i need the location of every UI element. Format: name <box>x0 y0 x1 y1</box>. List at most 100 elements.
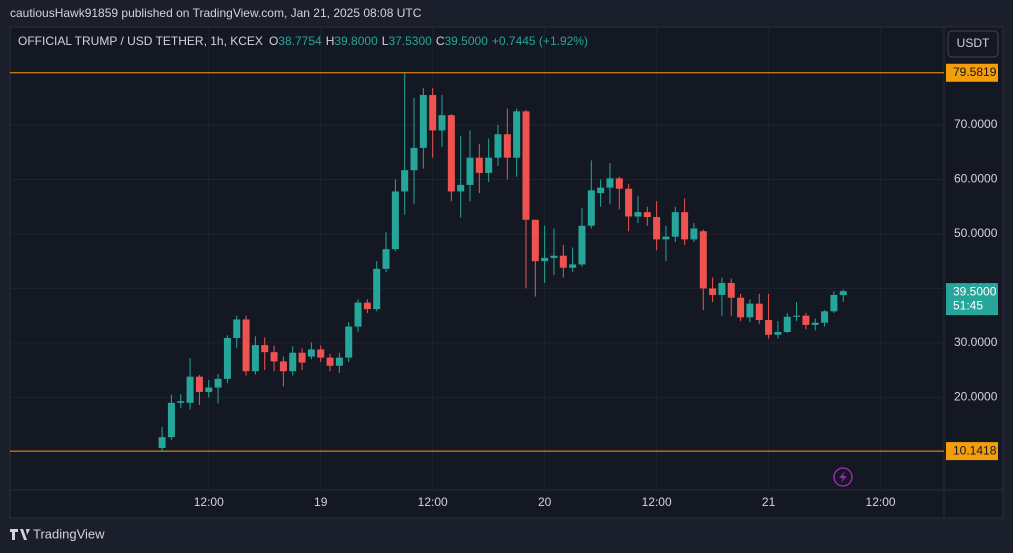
candle-body <box>251 345 259 372</box>
candle-body <box>634 212 642 217</box>
candle-body <box>681 212 689 240</box>
candle-body <box>429 95 437 131</box>
x-tick-label: 12:00 <box>642 495 672 509</box>
candle-body <box>830 294 838 312</box>
x-tick-label: 21 <box>762 495 776 509</box>
candle-body <box>223 337 231 379</box>
legend-key: O <box>269 34 278 48</box>
y-tick-label: 60.0000 <box>954 172 998 186</box>
candle-body <box>494 134 502 158</box>
candle-body <box>335 357 343 366</box>
legend: OFFICIAL TRUMP / USD TETHER, 1h, KCEX O38… <box>18 34 588 48</box>
currency-label[interactable]: USDT <box>957 36 990 50</box>
brand-name: TradingView <box>33 526 105 541</box>
candle-body <box>746 303 754 318</box>
candle-body <box>587 190 595 226</box>
candle-body <box>186 376 194 403</box>
alert-bolt <box>839 471 847 483</box>
grid: 20.000030.000040.000050.000060.000070.00… <box>10 27 998 509</box>
price-line-label-box <box>946 442 998 461</box>
candle-body <box>233 319 241 338</box>
candle-body <box>298 352 306 363</box>
last-price-label: 39.5000 <box>953 284 997 298</box>
candle-body <box>419 95 427 148</box>
candle-body <box>438 115 446 131</box>
candle-body <box>447 115 455 192</box>
legend-key: H <box>326 34 335 48</box>
candle-body <box>615 178 623 189</box>
candle-body <box>531 219 539 262</box>
candle-body <box>289 352 297 372</box>
candle-body <box>242 319 250 372</box>
candle-body <box>410 147 418 171</box>
brand-logo: TradingView <box>10 526 105 541</box>
candle-body <box>709 288 717 295</box>
candle-body <box>559 255 567 268</box>
candle-body <box>653 217 661 240</box>
candle-body <box>522 111 530 220</box>
x-tick-label: 12:00 <box>418 495 448 509</box>
candle-body <box>307 349 315 357</box>
candle-body <box>606 178 614 188</box>
candle-body <box>317 349 325 358</box>
price-line-label: 10.1418 <box>953 443 997 457</box>
candle-body <box>662 236 670 240</box>
alert-circle <box>833 467 853 487</box>
candle-body <box>354 302 362 327</box>
candle-body <box>466 157 474 185</box>
candle-body <box>541 257 549 262</box>
candle-body <box>774 332 782 335</box>
legend-value: 37.5300 <box>388 34 432 48</box>
candle-body <box>167 402 175 438</box>
candle-body <box>270 352 278 362</box>
legend-key: L <box>382 34 389 48</box>
candle-body <box>195 376 203 392</box>
candle-body <box>345 326 353 358</box>
candle-body <box>597 187 605 194</box>
x-tick-label: 12:00 <box>194 495 224 509</box>
last-price-box <box>946 283 998 316</box>
candle-body <box>811 322 819 325</box>
candle-body <box>177 401 185 403</box>
candle-body <box>382 249 390 269</box>
plot <box>158 72 847 452</box>
candle-body <box>550 255 558 258</box>
candle-body <box>326 357 334 366</box>
candle-body <box>718 282 726 295</box>
x-tick-label: 12:00 <box>866 495 896 509</box>
candle-body <box>737 297 745 318</box>
candle-body <box>401 170 409 192</box>
candle-body <box>373 268 381 310</box>
candle-body <box>503 134 511 158</box>
candle-body <box>727 282 735 298</box>
candle-body <box>569 264 577 268</box>
brand-mark <box>10 529 30 540</box>
chart-panel <box>9 26 1004 519</box>
countdown-label: 51:45 <box>953 298 983 312</box>
candle-body <box>214 378 222 388</box>
candle-body <box>699 231 707 289</box>
currency-button-frame[interactable] <box>947 30 999 58</box>
currency-button[interactable]: USDT <box>947 30 999 58</box>
candle-body <box>643 212 651 218</box>
candle-body <box>513 111 521 158</box>
candle-body <box>690 228 698 240</box>
candle-body <box>391 191 399 250</box>
publish-header: cautiousHawk91859 published on TradingVi… <box>10 6 422 20</box>
candle-body <box>765 320 773 335</box>
legend-change: +0.7445 (+1.92%) <box>492 34 588 48</box>
x-tick-label: 19 <box>314 495 328 509</box>
candle-body <box>279 361 287 372</box>
price-line-label-box <box>946 63 998 82</box>
candle-body <box>457 184 465 192</box>
candle-body <box>821 311 829 323</box>
candle-body <box>755 303 763 321</box>
candle-body <box>485 157 493 173</box>
symbol-name: OFFICIAL TRUMP / USD TETHER, 1h, KCEX <box>18 34 263 48</box>
candle-body <box>363 302 371 310</box>
candle-body <box>261 345 269 353</box>
x-tick-label: 20 <box>538 495 552 509</box>
